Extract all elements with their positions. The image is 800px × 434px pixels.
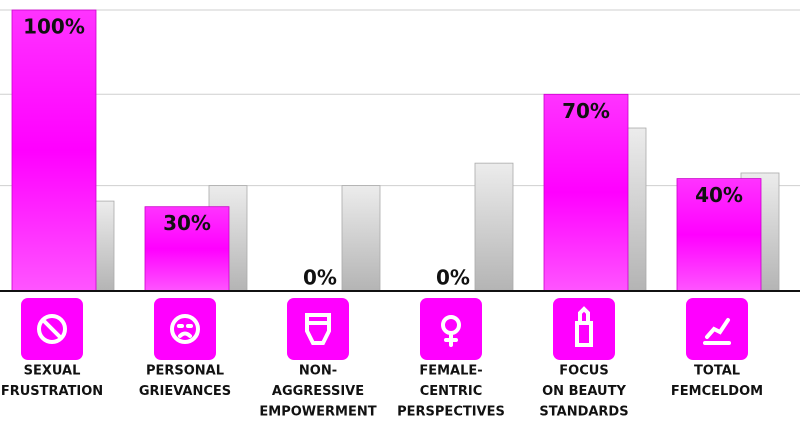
x-tick-label: FEMCELDOM <box>671 384 763 399</box>
x-tick-label: PERSPECTIVES <box>397 405 505 420</box>
x-tick-label: FRUSTRATION <box>1 384 103 399</box>
value-label: 70% <box>562 99 610 123</box>
icon-glyph <box>703 318 731 345</box>
bar <box>474 162 514 292</box>
category-icon <box>420 298 482 360</box>
value-label: 40% <box>695 183 743 207</box>
bar <box>341 185 381 292</box>
category-icon <box>21 298 83 360</box>
x-tick-label: NON- <box>299 364 337 379</box>
x-tick-label: AGGRESSIVE <box>272 384 364 399</box>
x-tick-label: CENTRIC <box>420 384 483 399</box>
x-tick-label: FOCUS <box>559 364 608 379</box>
x-tick-label: PERSONAL <box>146 364 224 379</box>
bar <box>543 93 629 292</box>
x-tick-label: GRIEVANCES <box>139 384 231 399</box>
bar <box>11 9 97 292</box>
icon-glyph <box>575 306 593 347</box>
category-icon <box>154 298 216 360</box>
x-tick-label: ON BEAUTY <box>542 384 626 399</box>
x-tick-label: STANDARDS <box>539 405 628 420</box>
icon-glyph <box>441 315 462 347</box>
icon-box <box>154 298 216 360</box>
icon-box <box>287 298 349 360</box>
x-tick-label: SEXUAL <box>24 364 81 379</box>
x-tick-label: TOTAL <box>694 364 740 379</box>
value-label: 0% <box>436 266 470 290</box>
icon-box <box>553 298 615 360</box>
category-icon <box>287 298 349 360</box>
icon-glyph <box>170 314 201 344</box>
value-label: 0% <box>303 266 337 290</box>
icon-box <box>420 298 482 360</box>
category-icon <box>686 298 748 360</box>
icon-glyph <box>305 313 331 345</box>
category-icon <box>553 298 615 360</box>
x-tick-label: FEMALE- <box>419 364 482 379</box>
value-label: 100% <box>23 15 85 39</box>
value-label: 30% <box>163 211 211 235</box>
icon-glyph <box>37 314 68 344</box>
x-tick-label: EMPOWERMENT <box>259 405 376 420</box>
